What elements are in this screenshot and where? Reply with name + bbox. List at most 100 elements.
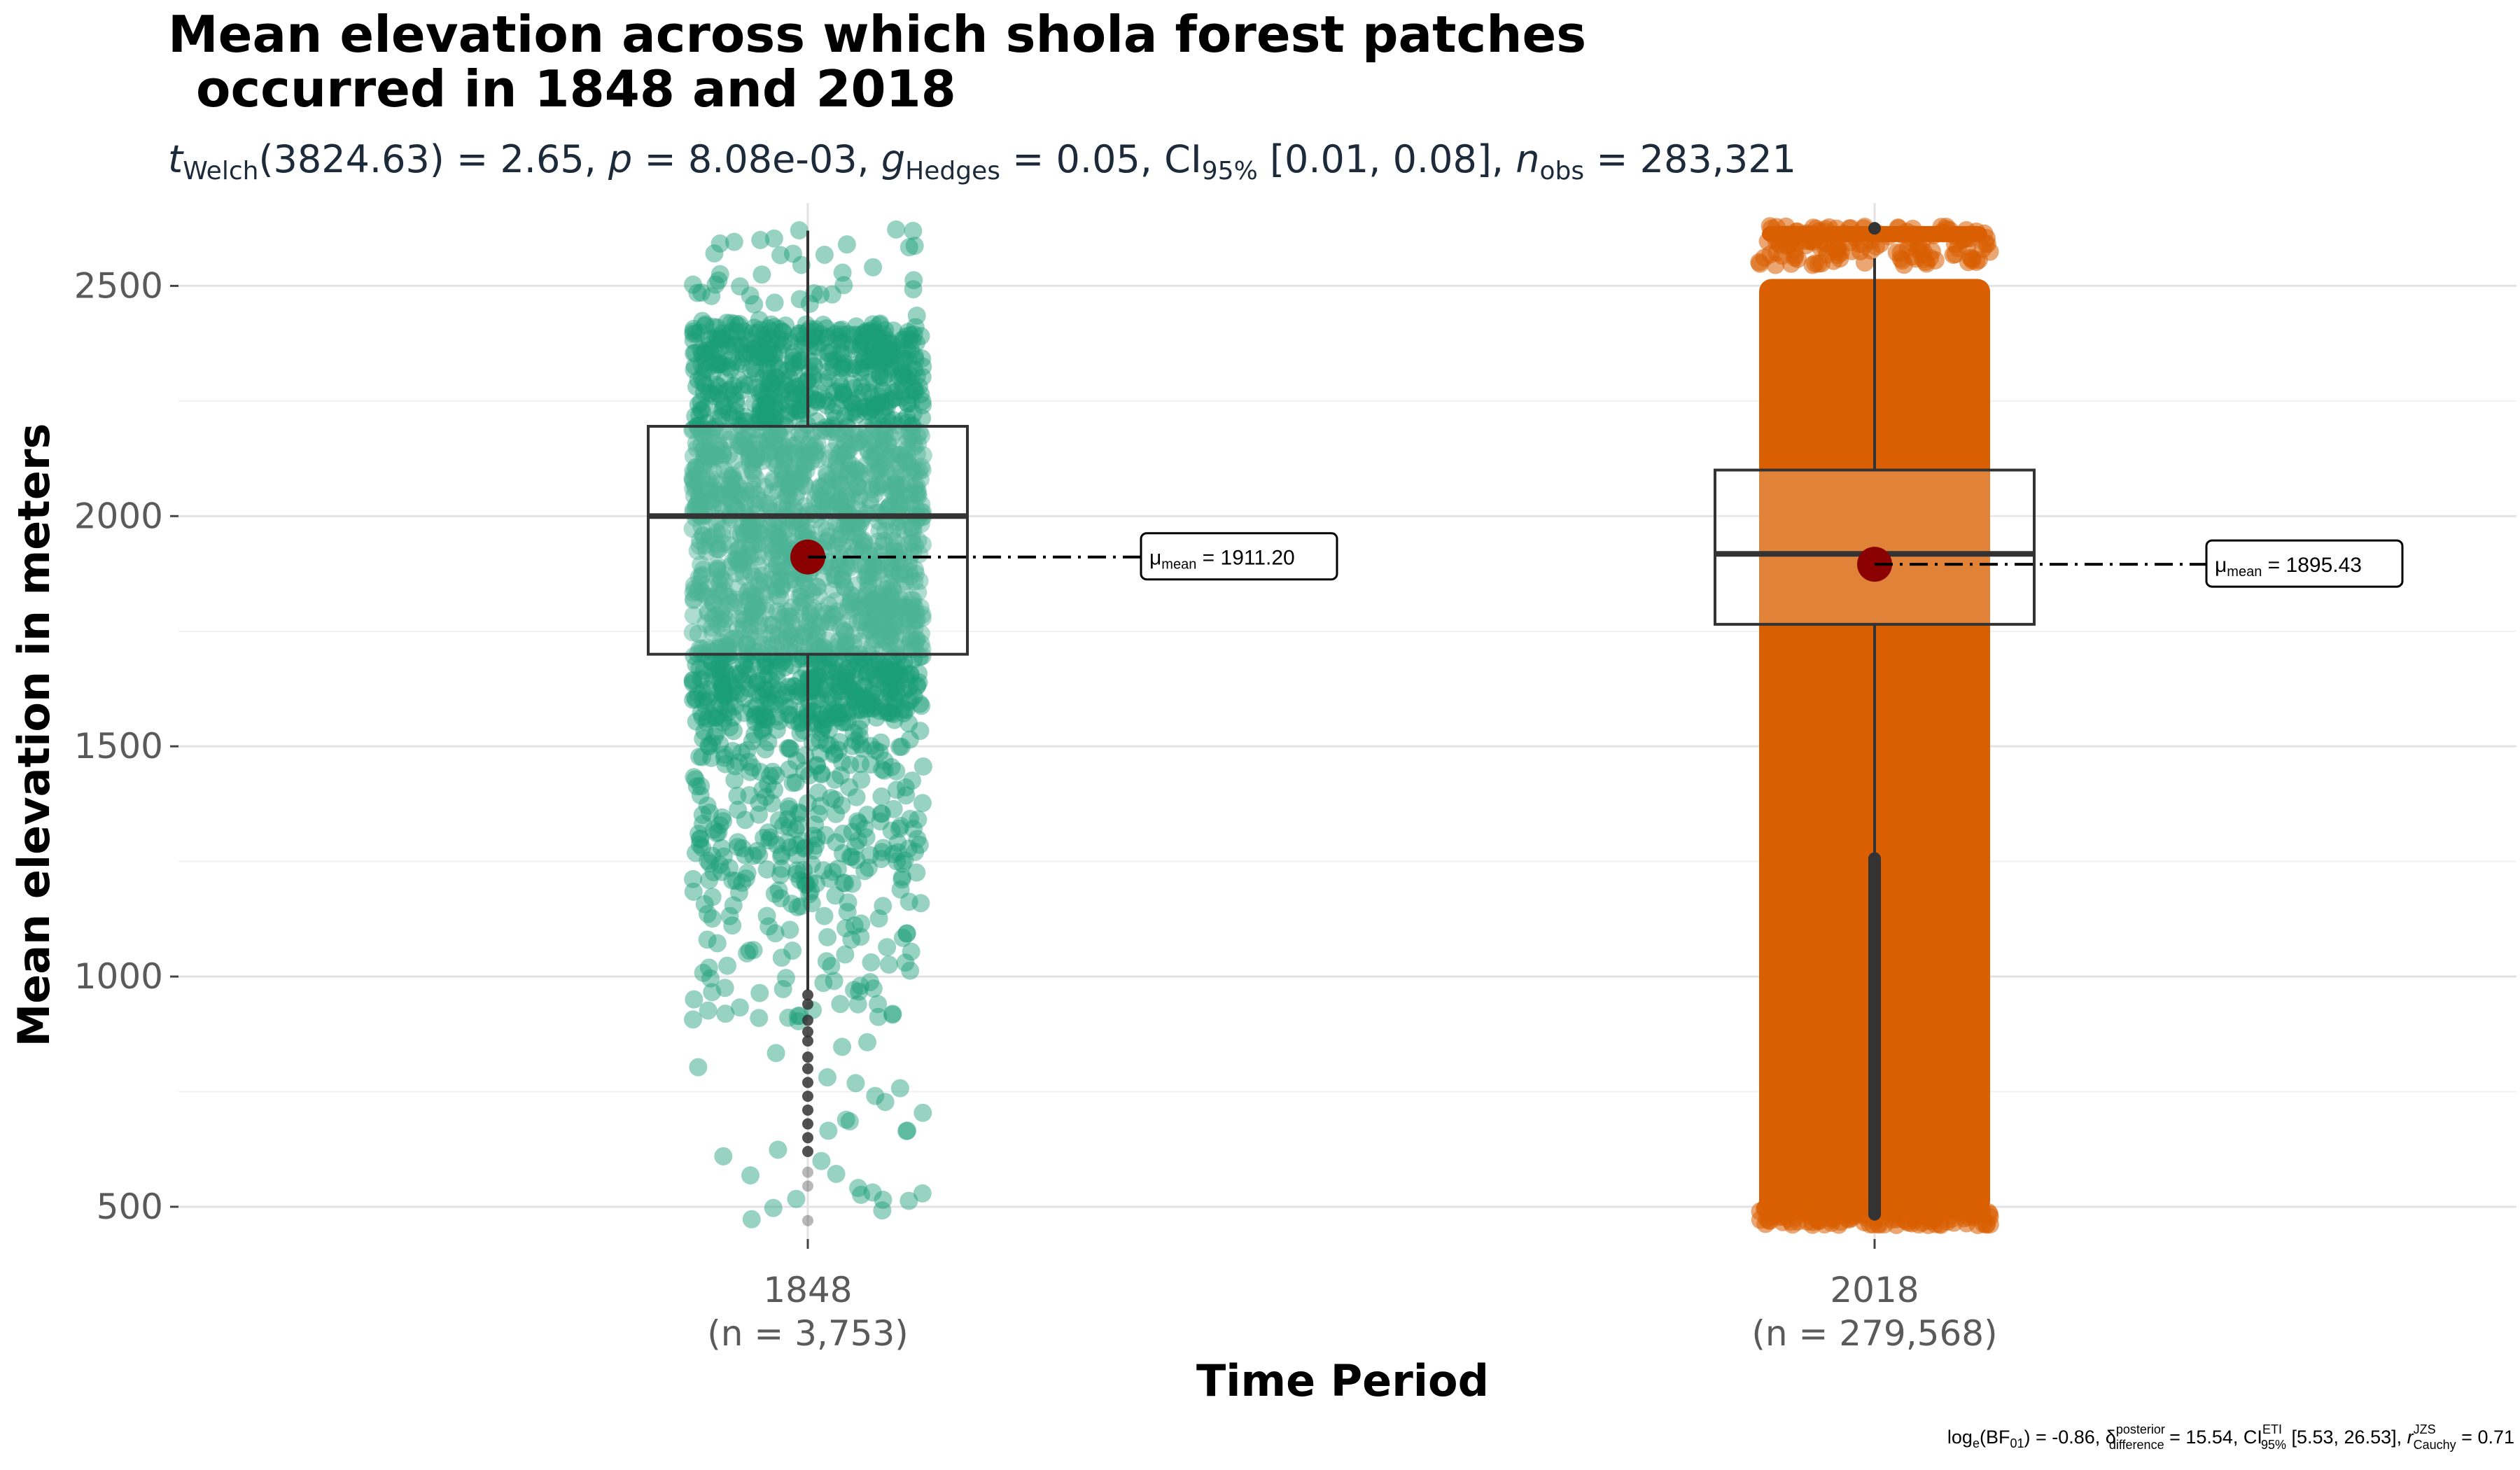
data-point (756, 409, 775, 428)
data-point (715, 582, 734, 601)
data-point (846, 356, 865, 374)
data-point (878, 498, 897, 517)
data-point (907, 486, 926, 505)
data-point (684, 420, 703, 439)
data-point (878, 579, 897, 598)
data-point (874, 473, 892, 492)
data-point (892, 737, 911, 756)
data-point (832, 498, 851, 517)
data-point (795, 455, 814, 474)
data-point (862, 398, 881, 417)
data-point (803, 440, 822, 459)
data-point (853, 326, 872, 345)
data-point (770, 529, 789, 548)
outlier-point (802, 1166, 813, 1178)
data-point (867, 683, 886, 702)
data-point (719, 481, 738, 500)
data-point (694, 427, 713, 446)
data-point (785, 398, 804, 417)
data-point (710, 353, 729, 372)
data-point (728, 353, 747, 372)
data-point (784, 711, 803, 730)
data-point (896, 572, 915, 591)
data-point (724, 722, 743, 741)
data-point (884, 677, 903, 696)
data-point (853, 354, 872, 373)
data-point (862, 477, 881, 496)
data-point (714, 847, 733, 866)
data-point (774, 335, 792, 354)
data-point (759, 664, 778, 683)
data-point (692, 704, 710, 722)
y-axis-title: Mean elevation in meters (8, 424, 59, 1047)
data-point (855, 597, 874, 616)
data-point (840, 558, 859, 577)
data-point (830, 632, 848, 651)
data-point (892, 494, 911, 513)
data-point (696, 696, 715, 715)
data-point (899, 839, 918, 858)
data-point (882, 598, 901, 617)
data-point (836, 672, 855, 691)
data-point (792, 442, 811, 461)
data-point (791, 324, 810, 343)
data-point (1880, 1200, 1899, 1219)
data-point (912, 458, 931, 477)
data-point (834, 383, 853, 402)
data-point (718, 314, 736, 332)
data-point (876, 321, 895, 340)
data-point (691, 830, 710, 848)
data-point (722, 481, 741, 500)
data-point (841, 755, 860, 774)
data-point (814, 477, 833, 496)
data-point (694, 963, 713, 982)
data-point (714, 674, 733, 693)
data-point (881, 594, 899, 613)
data-point (826, 566, 845, 585)
data-point (851, 755, 870, 774)
data-point (788, 861, 806, 880)
data-point (861, 755, 880, 774)
data-point (738, 583, 757, 602)
data-point (885, 668, 904, 687)
data-point (764, 374, 783, 393)
data-point (772, 847, 791, 866)
data-point (786, 575, 805, 594)
data-point (694, 661, 713, 680)
data-point (874, 897, 892, 916)
data-point (841, 438, 860, 457)
data-point (785, 443, 804, 462)
data-point (708, 327, 727, 346)
data-point (852, 914, 871, 933)
data-point (693, 582, 712, 601)
data-point (821, 498, 840, 517)
data-point (752, 635, 771, 654)
data-point (741, 360, 760, 379)
data-point (852, 377, 871, 396)
data-point (683, 470, 702, 489)
data-point (874, 368, 893, 387)
data-point (807, 874, 826, 893)
data-point (731, 436, 750, 455)
data-point (720, 430, 738, 449)
data-point (751, 408, 770, 427)
data-point (749, 490, 768, 509)
data-point (742, 699, 761, 718)
data-point (901, 665, 920, 684)
data-point (902, 591, 920, 610)
data-point (771, 393, 790, 412)
data-point (783, 774, 802, 792)
data-point (713, 519, 732, 538)
data-point (754, 368, 773, 387)
data-point (903, 461, 922, 479)
data-point (817, 605, 836, 624)
outlier-point (802, 1051, 813, 1063)
data-point (906, 318, 925, 337)
data-point (716, 755, 735, 774)
data-point (742, 324, 761, 343)
data-point (883, 1004, 902, 1023)
data-point (746, 359, 764, 378)
data-point (779, 705, 798, 724)
data-point (808, 755, 827, 774)
data-point (906, 536, 925, 555)
